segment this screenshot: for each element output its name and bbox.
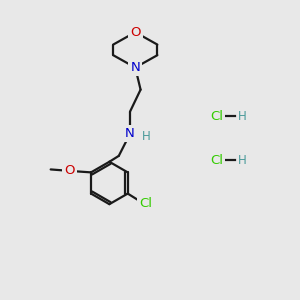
- Text: N: N: [125, 127, 135, 140]
- Text: Cl: Cl: [210, 154, 224, 167]
- Text: H: H: [238, 110, 247, 123]
- Text: Cl: Cl: [210, 110, 224, 123]
- Text: H: H: [238, 154, 247, 167]
- Text: N: N: [130, 61, 140, 74]
- Text: H: H: [142, 130, 151, 143]
- Text: O: O: [130, 26, 140, 39]
- Text: O: O: [64, 164, 75, 177]
- Text: Cl: Cl: [140, 197, 152, 210]
